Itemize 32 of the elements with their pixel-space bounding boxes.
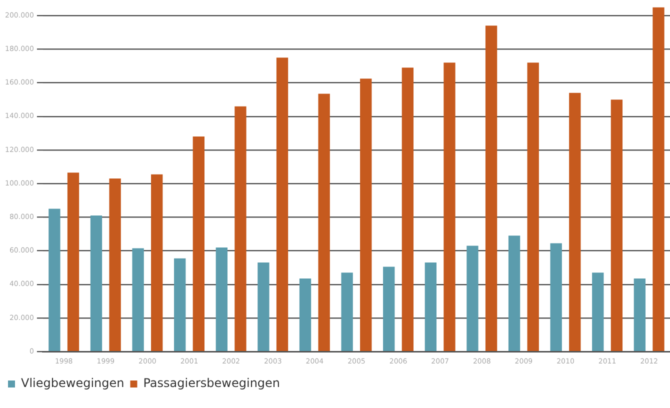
bar <box>276 58 288 351</box>
bar <box>424 262 437 351</box>
bar <box>592 272 604 351</box>
bar <box>258 262 270 351</box>
bar <box>610 100 623 351</box>
bar <box>48 208 60 351</box>
bar <box>132 248 144 351</box>
bar <box>151 174 163 351</box>
bar <box>360 78 372 351</box>
bar <box>216 247 228 351</box>
bar <box>466 246 478 351</box>
bar <box>508 236 520 351</box>
bar <box>527 62 539 351</box>
legend-label: Vliegbewegingen <box>21 376 124 390</box>
bar <box>444 62 456 351</box>
bar <box>652 7 664 351</box>
bar <box>634 278 646 351</box>
bar <box>234 106 246 351</box>
bar <box>318 94 330 351</box>
bar <box>569 92 581 351</box>
bar <box>192 136 204 351</box>
bar <box>174 258 186 351</box>
bar <box>90 216 102 351</box>
legend-label: Passagiersbewegingen <box>143 376 280 390</box>
bar <box>485 26 498 351</box>
bar <box>299 278 312 351</box>
bar <box>550 243 562 351</box>
bar <box>383 266 395 351</box>
bar <box>341 272 353 351</box>
bar <box>109 178 121 351</box>
bar <box>67 172 80 351</box>
bar <box>402 68 414 351</box>
